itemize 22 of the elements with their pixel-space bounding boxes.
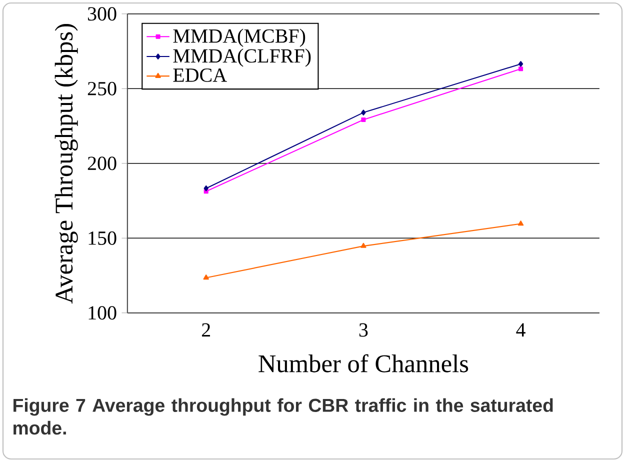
x-tick-label: 3 [359,323,368,337]
point [361,117,366,122]
point [518,61,524,67]
point [360,242,366,248]
x-tick-label: 4 [516,323,526,336]
caption: Figure 7 Average throughput for CBR traffic in the saturated mode. [14,398,553,435]
x-tick-label: 2 [202,323,210,337]
legend-label: EDCA [173,68,227,82]
y-tick-label: 200 [88,156,116,170]
point [518,66,524,72]
point [361,110,366,116]
y-tick-label: 250 [88,82,116,96]
y-tick-label: 300 [88,7,116,21]
point [203,274,209,280]
point [518,220,524,226]
point [204,185,208,192]
legend-label: MMDA(CLFRF) [173,48,311,67]
y-tick-label: 100 [88,306,116,320]
legend-label: MMDA(MCBF) [173,28,306,47]
x-axis-title: Number of Channels [258,354,468,372]
y-tick-label: 150 [88,231,116,245]
y-axis-title: Average Throughput (kbps) [54,24,78,304]
